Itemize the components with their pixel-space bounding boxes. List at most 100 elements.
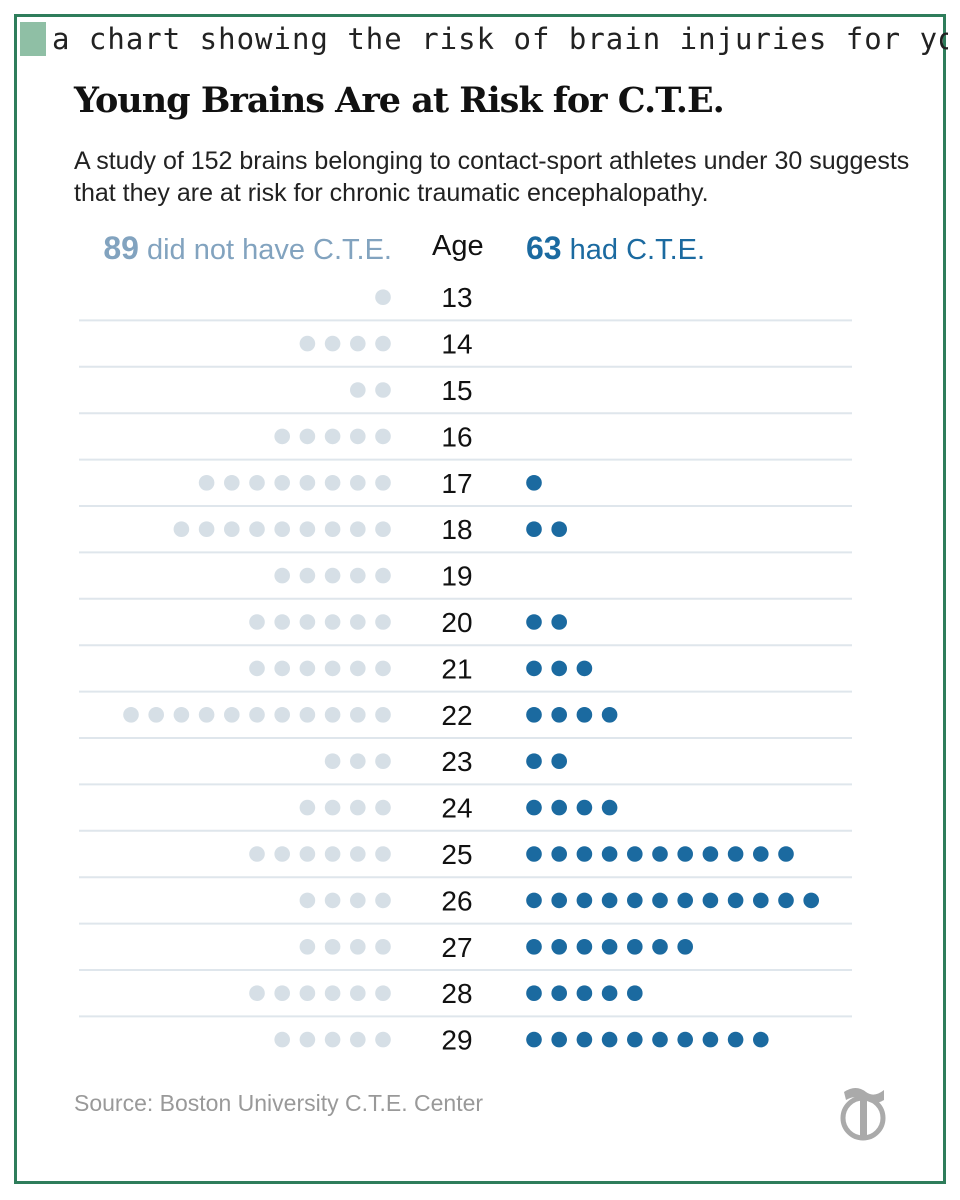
dot-no-cte-age-28 [249, 985, 265, 1001]
dot-no-cte-age-25 [375, 846, 391, 862]
dot-had-cte-age-18 [526, 521, 542, 537]
figure-frame [14, 14, 946, 1184]
had-cte-label: had C.T.E. [561, 234, 706, 266]
dot-no-cte-age-18 [198, 521, 215, 537]
dot-had-cte-age-23 [551, 753, 567, 769]
dot-no-cte-age-18 [274, 521, 291, 537]
dot-no-cte-age-26 [299, 892, 316, 909]
dot-no-cte-age-21 [299, 660, 316, 677]
dot-had-cte-age-26 [702, 892, 719, 909]
had-cte-count: 63 [526, 230, 562, 266]
age-label-23: 23 [441, 746, 472, 777]
dot-no-cte-age-15 [375, 382, 391, 398]
dot-no-cte-age-24 [299, 799, 316, 816]
dot-no-cte-age-25 [299, 846, 316, 862]
dot-had-cte-age-26 [652, 892, 668, 909]
dot-had-cte-age-18 [551, 521, 567, 537]
age-label-17: 17 [441, 468, 472, 499]
legend-no-cte: 89 did not have C.T.E. [103, 230, 392, 267]
dot-no-cte-age-15 [350, 382, 366, 398]
dot-had-cte-age-26 [803, 892, 819, 909]
dot-no-cte-age-29 [350, 1031, 366, 1048]
dot-had-cte-age-28 [551, 985, 567, 1001]
age-label-25: 25 [441, 839, 472, 870]
dot-no-cte-age-19 [375, 567, 391, 584]
dot-no-cte-age-17 [375, 475, 391, 491]
dot-had-cte-age-26 [778, 892, 794, 909]
dot-no-cte-age-24 [350, 799, 366, 816]
dot-no-cte-age-24 [324, 799, 341, 816]
dot-no-cte-age-28 [375, 985, 391, 1001]
dot-no-cte-age-22 [123, 707, 139, 723]
dot-no-cte-age-16 [324, 428, 341, 445]
dot-no-cte-age-20 [324, 614, 341, 630]
dot-had-cte-age-29 [627, 1031, 643, 1048]
dot-had-cte-age-28 [627, 985, 643, 1001]
dot-no-cte-age-25 [249, 846, 265, 862]
dot-no-cte-age-18 [350, 521, 366, 537]
legend-had-cte: 63 had C.T.E. [526, 230, 705, 267]
dot-no-cte-age-14 [299, 335, 316, 352]
dot-no-cte-age-26 [350, 892, 366, 909]
dot-no-cte-age-21 [350, 660, 366, 677]
dot-had-cte-age-25 [677, 846, 693, 862]
dot-no-cte-age-19 [324, 567, 341, 584]
dot-had-cte-age-21 [551, 660, 567, 677]
dot-no-cte-age-16 [274, 428, 291, 445]
dot-no-cte-age-28 [299, 985, 316, 1001]
dot-no-cte-age-14 [324, 335, 341, 352]
dot-had-cte-age-24 [551, 799, 567, 816]
dot-had-cte-age-22 [526, 707, 542, 723]
no-cte-label: did not have C.T.E. [138, 234, 392, 266]
dot-had-cte-age-29 [576, 1031, 593, 1048]
dot-had-cte-age-26 [576, 892, 593, 909]
dot-had-cte-age-17 [526, 475, 542, 491]
dot-had-cte-age-29 [702, 1031, 719, 1048]
dot-had-cte-age-26 [627, 892, 643, 909]
chart-subtitle: A study of 152 brains belonging to conta… [74, 147, 910, 207]
dot-no-cte-age-26 [375, 892, 391, 909]
dot-no-cte-age-25 [350, 846, 366, 862]
caption-text: a chart showing the risk of brain injuri… [52, 22, 948, 56]
dot-no-cte-age-23 [375, 753, 391, 769]
dot-no-cte-age-22 [224, 707, 240, 723]
dot-had-cte-age-24 [576, 799, 593, 816]
dot-had-cte-age-26 [677, 892, 693, 909]
dot-no-cte-age-17 [324, 475, 341, 491]
age-label-19: 19 [441, 561, 472, 592]
dot-no-cte-age-21 [274, 660, 291, 677]
dot-no-cte-age-17 [350, 475, 366, 491]
chart-title: Young Brains Are at Risk for C.T.E. [74, 80, 725, 121]
dot-had-cte-age-27 [526, 939, 542, 955]
dot-no-cte-age-20 [249, 614, 265, 630]
dot-no-cte-age-17 [249, 475, 265, 491]
dot-had-cte-age-25 [652, 846, 668, 862]
age-label-18: 18 [441, 514, 472, 545]
dot-no-cte-age-16 [375, 428, 391, 445]
dot-had-cte-age-29 [652, 1031, 668, 1048]
dot-had-cte-age-27 [652, 939, 668, 955]
age-label-20: 20 [441, 607, 472, 638]
dot-no-cte-age-23 [350, 753, 366, 769]
dot-no-cte-age-18 [224, 521, 240, 537]
dot-had-cte-age-22 [551, 707, 567, 723]
dot-no-cte-age-28 [324, 985, 341, 1001]
source-note: Source: Boston University C.T.E. Center [74, 1090, 484, 1116]
dot-no-cte-age-13 [375, 289, 391, 306]
dot-no-cte-age-21 [375, 660, 391, 677]
age-label-21: 21 [441, 653, 472, 684]
dot-no-cte-age-26 [324, 892, 341, 909]
dot-had-cte-age-25 [753, 846, 769, 862]
dot-had-cte-age-29 [727, 1031, 744, 1048]
dot-no-cte-age-25 [274, 846, 291, 862]
dot-no-cte-age-17 [198, 475, 215, 491]
dot-no-cte-age-29 [375, 1031, 391, 1048]
dot-no-cte-age-22 [148, 707, 164, 723]
dot-no-cte-age-27 [324, 939, 341, 955]
dot-had-cte-age-29 [601, 1031, 618, 1048]
dot-no-cte-age-28 [350, 985, 366, 1001]
dot-no-cte-age-20 [350, 614, 366, 630]
age-label-24: 24 [441, 793, 472, 824]
dot-no-cte-age-25 [324, 846, 341, 862]
